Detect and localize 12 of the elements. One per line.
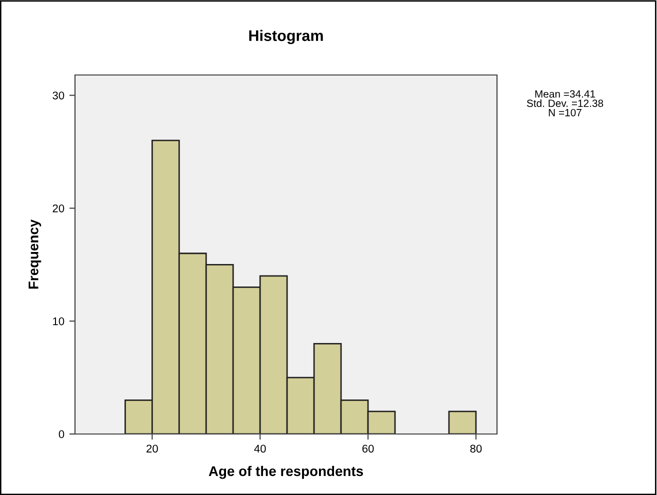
- x-tick-label: 40: [254, 444, 266, 453]
- y-tick-label: 20: [52, 204, 64, 212]
- y-axis-title: Frequency: [28, 219, 42, 289]
- x-tick-label: 80: [470, 444, 482, 453]
- y-tick-label: 10: [53, 317, 64, 326]
- x-tick-label: 20: [146, 444, 158, 453]
- x-tick-label: 60: [362, 444, 374, 453]
- y-tick-label: 0: [58, 430, 64, 438]
- text: Mean =34.41 Std. Dev. =12.38 N =107: [526, 90, 604, 116]
- chart-title: Histogram: [249, 30, 323, 44]
- x-axis-title: Age of the respondents: [208, 466, 363, 479]
- y-tick-label: 30: [52, 92, 64, 100]
